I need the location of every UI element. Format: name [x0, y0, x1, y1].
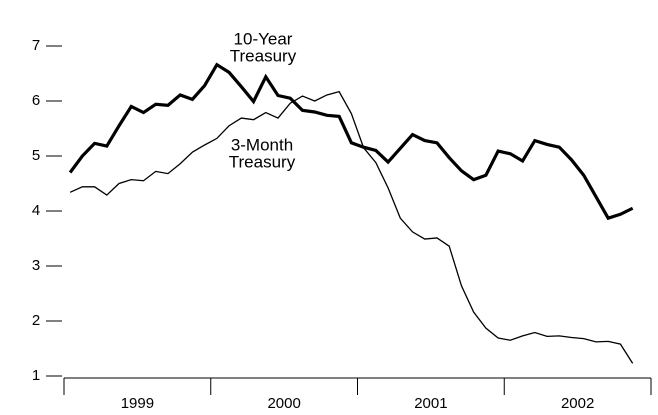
- series-label: 3-Month: [231, 135, 293, 154]
- x-band-label: 2001: [414, 395, 447, 412]
- y-tick-label: 7: [32, 37, 40, 54]
- y-tick-label: 3: [32, 257, 40, 274]
- series-line: [68, 62, 634, 221]
- series-label: 10-Year: [234, 29, 293, 48]
- y-tick-label: 4: [32, 202, 40, 219]
- y-tick-label: 6: [32, 92, 40, 109]
- series-label: Treasury: [230, 46, 297, 65]
- x-band-label: 2000: [267, 395, 300, 412]
- x-band-label: 2002: [561, 395, 594, 412]
- x-band-label: 1999: [121, 395, 154, 412]
- y-tick-label: 1: [32, 367, 40, 384]
- y-tick-label: 2: [32, 312, 40, 329]
- y-tick-label: 5: [32, 147, 40, 164]
- series-line: [69, 90, 634, 364]
- series-label: Treasury: [229, 152, 296, 171]
